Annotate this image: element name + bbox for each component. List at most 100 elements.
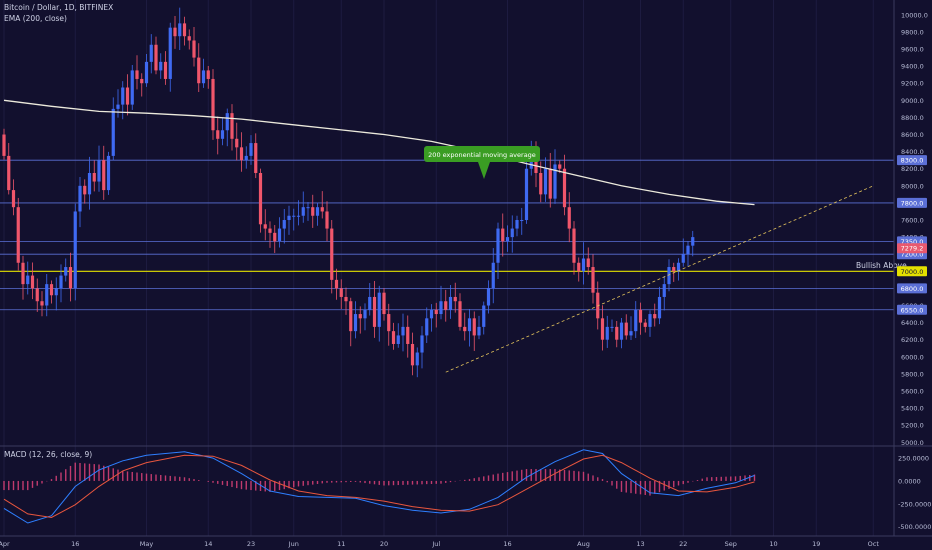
candle-body [277,228,282,242]
candle-body [434,309,438,315]
level-tag-label: 7350.0 [901,238,924,246]
candle-body [320,207,324,212]
candle-body [600,318,605,340]
candle-body [325,211,329,229]
candle-body [68,267,73,289]
current-price-label: 7279.2 [901,245,924,253]
candle-body [667,267,671,285]
level-tag-label: 6550.0 [901,306,924,314]
time-tick-label: 14 [204,540,212,548]
candle-body [406,326,410,344]
price-tick-label: 5400.0 [901,405,924,413]
candle-body [197,57,201,84]
time-tick-label: 16 [503,540,511,548]
candle-body [144,61,149,84]
candle-body [116,104,120,109]
candle-body [562,168,567,208]
candle-body [111,108,115,156]
price-tick-label: 9400.0 [901,63,924,71]
candle-body [154,44,158,71]
candle-body [273,232,277,242]
macd-tick-label: -250.0000 [898,500,931,508]
ema-line [3,99,755,206]
time-tick-label: Aug [577,540,590,548]
candle-body [505,237,510,242]
time-tick-label: 19 [812,540,820,548]
candle-body [59,275,63,289]
candle-body [567,207,571,229]
candle-body [510,228,514,238]
candle-body [21,262,25,285]
time-tick-label: 22 [679,540,687,548]
candle-body [486,288,491,306]
candle-body [102,160,106,191]
level-tag-label: 8300.0 [901,157,924,165]
candle-body [501,228,505,242]
ema-callout: 200 exponential moving average [424,146,540,179]
candle-body [458,301,462,327]
price-tick-label: 9600.0 [901,46,924,54]
candle-body [477,326,481,336]
time-tick-label: 23 [247,540,255,548]
price-tick-label: 6200.0 [901,336,924,344]
price-tick-label: 8200.0 [901,165,924,173]
candle-body [524,168,529,221]
grid [3,0,874,536]
candle-body [78,185,82,212]
candle-body [235,138,239,148]
candle-body [206,70,210,79]
candle-body [244,155,248,161]
time-tick-label: 13 [636,540,644,548]
candle-body [201,70,206,84]
candle-body [49,284,54,296]
candle-body [657,296,662,319]
time-tick-label: 16 [71,540,79,548]
candle-body [558,164,562,169]
time-tick-label: Jul [431,540,440,548]
level-tag-label: 7200.0 [901,251,924,259]
candle-body [634,309,638,332]
candle-body [301,207,305,216]
price-tick-label: 5000.0 [901,439,924,447]
candle-body [168,27,172,79]
price-tick-label: 9200.0 [901,80,924,88]
candle-body [444,301,448,310]
candle-body [420,335,424,353]
candle-body [135,70,139,79]
time-tick-label: Apr [0,540,10,548]
price-tick-label: 8400.0 [901,148,924,156]
price-tick-label: 6400.0 [901,319,924,327]
price-tick-label: 8800.0 [901,114,924,122]
candle-body [296,215,301,217]
candle-body [648,314,652,327]
time-axis-ticks: Apr 16 May 14 23 Jun 11 20 Jul 16 Aug 13 22 Sep 10 19 Oc… [0,540,879,548]
candle-body [64,267,68,276]
macd-tick-label: 0.0000 [898,477,921,485]
candle-body [225,113,229,131]
candle-body [334,279,339,289]
candle-body [391,331,396,344]
candle-body [467,318,472,332]
candle-body [2,134,6,156]
level-tags: 8300.0 7800.0 7350.0 7200.0 7000.0 6800.0 6550… [897,155,927,315]
current-price-tag [897,243,927,254]
price-tick-label: 8000.0 [901,182,924,190]
candle-body [358,314,362,319]
ema-callout-pointer [478,162,490,179]
candle-body [686,245,690,255]
level-tag [897,283,927,294]
candle-body [159,61,163,71]
candle-body [415,352,419,366]
candle-body [192,40,196,58]
time-tick-label: Jun [288,540,299,548]
candle-body [453,296,457,302]
candle-body [35,288,39,302]
price-tick-label: 7600.0 [901,217,924,225]
candle-body [491,262,495,289]
candles [2,7,695,378]
candle-body [230,113,234,139]
level-tag-label: 6800.0 [901,285,924,293]
time-tick-label: 11 [337,540,345,548]
candle-body [681,254,685,263]
